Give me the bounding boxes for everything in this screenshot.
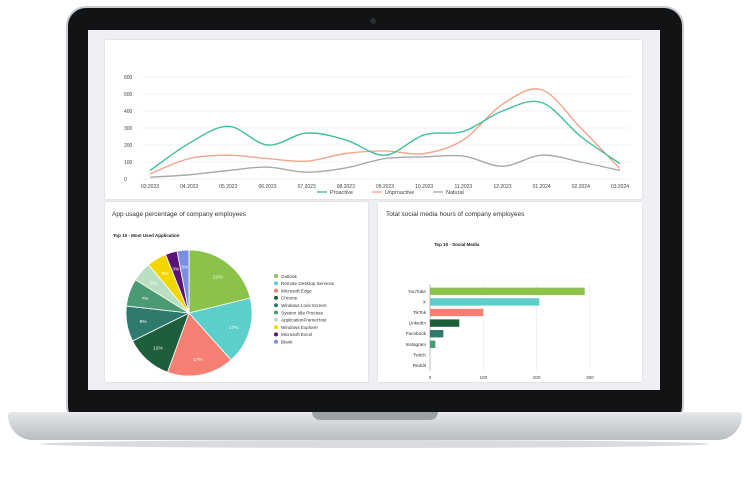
y-tick-label: LinkedIn: [409, 321, 427, 326]
x-tick-label: 06.2023: [258, 184, 276, 190]
pie-slice-label: 5%: [150, 280, 158, 286]
series-line-natural: [149, 154, 621, 178]
line-chart: 0 100 200 300 400 500 600 03.2023 04.2023 05.2023…: [124, 75, 630, 196]
bar: [430, 308, 484, 317]
bar-chart-title: Top 10 - Social Media: [434, 242, 480, 247]
legend-label: Microsoft Excel: [281, 332, 312, 337]
series-line-proactive: [149, 100, 621, 172]
pie-chart-card: App usage percentage of company employee…: [105, 202, 368, 382]
pie-slice: [176, 249, 190, 314]
x-tick-label: 07.2023: [298, 184, 316, 190]
legend-label: Windows Lock Screen: [281, 303, 327, 308]
laptop-shadow: [40, 440, 710, 448]
pie-card-title: App usage percentage of company employee…: [112, 211, 247, 218]
y-tick-label: 100: [124, 160, 133, 166]
bar: [430, 340, 436, 348]
x-tick-label: 11.2023: [454, 184, 472, 190]
pie-slice-label: 21%: [213, 274, 223, 280]
x-tick-label: 0: [429, 375, 432, 380]
legend-label: Blank: [281, 340, 293, 345]
x-tick-label: 10.2023: [415, 184, 433, 190]
x-tick-label: 03.2024: [611, 184, 629, 190]
y-tick-label: 600: [124, 75, 133, 81]
y-tick-label: Reddit: [413, 363, 427, 368]
x-tick-label: 12.2023: [493, 184, 511, 190]
legend-label: Outlook: [281, 274, 298, 279]
legend-swatch: [274, 310, 278, 315]
y-tick-label: 300: [124, 126, 133, 132]
y-tick-label: 0: [124, 177, 127, 183]
legend-label: Proactive: [330, 190, 353, 196]
screen-bezel: [88, 388, 660, 404]
x-tick-label: 03.2023: [141, 184, 159, 190]
y-tick-label: 400: [124, 109, 133, 115]
legend-swatch: [274, 303, 278, 308]
legend-label: Natural: [446, 190, 464, 196]
bar-chart-card: Total social media hours of company empl…: [378, 202, 642, 382]
legend-label: Windows Explorer: [281, 325, 318, 330]
legend-swatch: [274, 332, 278, 337]
x-tick-label: 09.2023: [376, 184, 394, 190]
legend-label: Microsoft Edge: [281, 288, 312, 293]
series-line-unproactive: [149, 88, 621, 175]
legend-label: System Idle Process: [281, 310, 324, 315]
bar: [430, 287, 585, 295]
bar: [430, 319, 460, 327]
x-tick-label: 05.2023: [219, 184, 237, 190]
legend-swatch: [274, 317, 278, 322]
y-tick-label: YouTube: [408, 289, 426, 294]
y-tick-label: 200: [124, 143, 133, 149]
y-tick-label: TikTok: [413, 310, 427, 315]
pie-slice-label: 12%: [153, 346, 163, 352]
pie-slice-label: 5%: [162, 271, 170, 277]
y-tick-label: 500: [124, 92, 133, 98]
camera-icon: [370, 18, 376, 24]
legend-swatch: [274, 288, 278, 293]
pie-slice-label: 17%: [193, 357, 203, 363]
legend-label: ApplicationFrameHost: [281, 318, 327, 323]
x-tick-label: 200: [533, 375, 541, 380]
dashboard-screen: 0 100 200 300 400 500 600 03.2023 04.2023 05.2023…: [88, 30, 660, 390]
laptop-notch: [312, 412, 438, 420]
legend-swatch: [274, 339, 278, 344]
legend-swatch: [274, 281, 278, 286]
pie-slice: [188, 249, 251, 314]
pie-slice-label: 3%: [181, 265, 189, 271]
pie-slice-label: 3%: [172, 266, 180, 272]
pie-slice-label: 7%: [141, 296, 149, 302]
y-tick-label: Facebook: [406, 331, 427, 336]
legend-swatch: [274, 274, 278, 278]
pie-chart-title: Top 10 - Most Used Application: [113, 233, 180, 238]
legend-label: Chrome: [281, 296, 298, 301]
x-tick-label: 04.2023: [180, 184, 198, 190]
x-tick-label: 100: [479, 375, 487, 380]
y-tick-label: X: [423, 299, 426, 304]
pie-slice: [188, 297, 253, 361]
x-tick-label: 01.2024: [533, 184, 551, 190]
legend-label: Remote Desktop Services: [281, 281, 335, 286]
x-tick-label: 02.2024: [572, 184, 590, 190]
line-chart-card: 0 100 200 300 400 500 600 03.2023 04.2023 05.2023…: [105, 40, 642, 199]
y-tick-label: Twitch: [413, 352, 426, 357]
legend-swatch: [274, 325, 278, 330]
pie-slice-label: 9%: [140, 319, 148, 325]
x-tick-label: 08.2023: [337, 184, 355, 190]
legend-swatch: [274, 295, 278, 300]
y-tick-label: Instagram: [406, 342, 427, 347]
pie-slice-label: 17%: [229, 325, 239, 331]
x-tick-label: 300: [586, 375, 594, 380]
bar-chart: 0 100 200 300 YouTube X TikTok LinkedIn Facebook…: [406, 284, 594, 380]
bar: [430, 330, 444, 338]
bar: [430, 298, 540, 306]
bar-card-title: Total social media hours of company empl…: [386, 211, 525, 218]
legend-label: Unproactive: [385, 190, 414, 196]
